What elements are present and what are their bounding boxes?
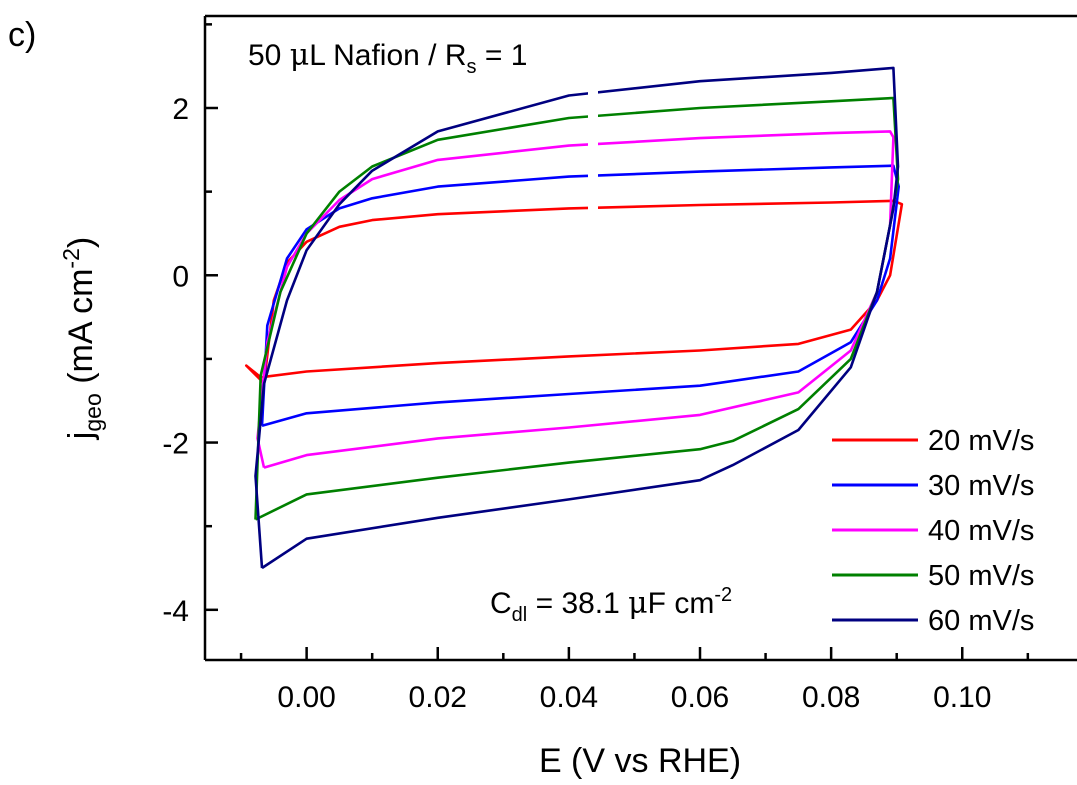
legend: 20 mV/s 30 mV/s 40 mV/s 50 mV/s 60 mV/s bbox=[832, 425, 1034, 637]
x-tick-label: 0.04 bbox=[540, 681, 598, 714]
panel-label: c) bbox=[8, 16, 36, 54]
cdl-prefix: C bbox=[490, 587, 512, 620]
x-axis-ticks: 0.00 0.02 0.04 0.06 0.08 0.10 bbox=[239, 647, 1030, 714]
cdl-annotation: Cdl = 38.1 μF cm-2 bbox=[490, 584, 732, 626]
y-title-sup: -2 bbox=[58, 248, 84, 268]
y-axis-ticks: 2 0 -2 -4 bbox=[162, 23, 218, 628]
cdl-mu: μ bbox=[628, 586, 648, 621]
x-tick-label: 0.00 bbox=[277, 681, 335, 714]
legend-label-1: 20 mV/s bbox=[928, 425, 1034, 457]
series-line-5 bbox=[254, 66, 900, 570]
series-curves bbox=[245, 66, 904, 570]
cdl-sub: dl bbox=[512, 604, 528, 626]
x-axis-title: E (V vs RHE) bbox=[539, 742, 741, 780]
legend-label-5: 60 mV/s bbox=[928, 605, 1034, 637]
series-line-4 bbox=[254, 96, 900, 521]
x-tick-label: 0.02 bbox=[409, 681, 467, 714]
x-tick-label: 0.10 bbox=[933, 681, 991, 714]
condition-annotation: 50 μL Nafion / Rs = 1 bbox=[248, 38, 527, 78]
legend-label-2: 30 mV/s bbox=[928, 470, 1034, 502]
cdl-sup: -2 bbox=[714, 584, 732, 606]
y-tick-label: 2 bbox=[172, 93, 189, 126]
y-title-prefix: j bbox=[62, 432, 100, 441]
condition-sub: s bbox=[467, 56, 477, 78]
x-tick-label: 0.06 bbox=[671, 681, 729, 714]
condition-suffix: = 1 bbox=[477, 39, 528, 72]
y-tick-label: 0 bbox=[172, 260, 189, 293]
legend-label-3: 40 mV/s bbox=[928, 515, 1034, 547]
y-title-mid: (mA cm bbox=[62, 269, 100, 394]
cdl-unit: F cm bbox=[648, 587, 715, 620]
curve-gap-mask bbox=[588, 58, 598, 218]
y-tick-label: -4 bbox=[162, 595, 189, 628]
series-line-2 bbox=[260, 164, 901, 428]
cdl-mid: = 38.1 bbox=[527, 587, 628, 620]
x-tick-label: 0.08 bbox=[802, 681, 860, 714]
y-title-suffix: ) bbox=[62, 237, 100, 248]
condition-mid: L Nafion / R bbox=[309, 39, 466, 72]
y-title-sub: geo bbox=[80, 393, 106, 431]
series-line-1 bbox=[245, 199, 904, 385]
y-axis-title: jgeo (mA cm-2) bbox=[58, 237, 106, 440]
series-line-3 bbox=[256, 130, 895, 469]
condition-mu: μ bbox=[290, 38, 310, 73]
condition-prefix: 50 bbox=[248, 39, 290, 72]
plot-area bbox=[203, 14, 1077, 662]
y-tick-label: -2 bbox=[162, 428, 189, 461]
legend-label-4: 50 mV/s bbox=[928, 560, 1034, 592]
